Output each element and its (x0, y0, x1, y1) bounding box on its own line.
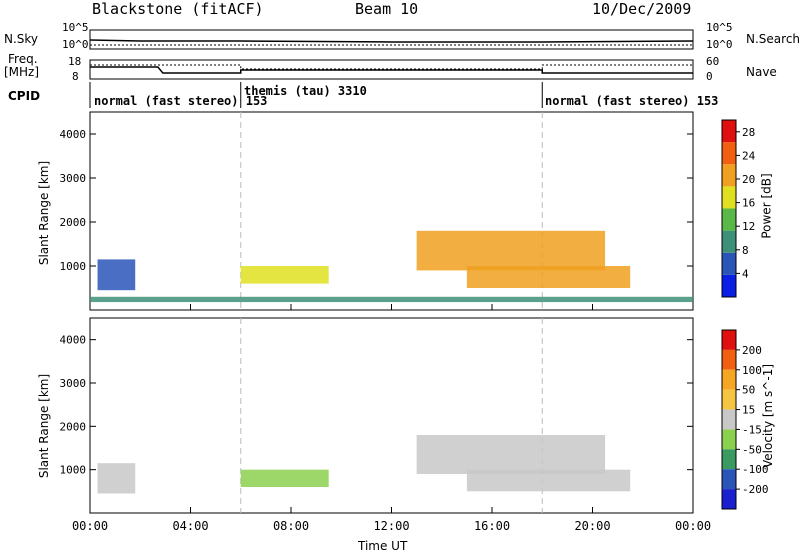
power-colorbar-swatch (722, 230, 736, 253)
cpid-segment-2: themis (tau) 3310 (244, 84, 367, 98)
nsky-strip-frame (89, 29, 694, 50)
velocity-colorbar-tick-label: 200 (742, 344, 762, 357)
velocity-colorbar-swatch (722, 409, 736, 430)
power-colorbar-tick-label: 20 (742, 173, 755, 186)
velocity-panel-ytick-label: 4000 (60, 334, 87, 347)
velocity-colorbar-tick-label: 15 (742, 404, 755, 417)
cpid-segment-1: normal (fast stereo) 153 (94, 94, 268, 108)
power-colorbar-swatch (722, 274, 736, 297)
nave-label: Nave (746, 65, 777, 79)
time-tick-label: 00:00 (72, 519, 108, 533)
velocity-colorbar-tick-label: -50 (742, 443, 762, 456)
nsky-tick-bottom: 10^0 (62, 38, 89, 51)
power-panel-ytick-label: 4000 (60, 128, 87, 141)
velocity-panel-region-0 (97, 463, 136, 494)
nsky-tick-top: 10^5 (62, 21, 89, 34)
power-colorbar-tick-label: 24 (742, 149, 756, 162)
nsearch-tick-top: 10^5 (706, 21, 733, 34)
time-axis-label: Time UT (358, 539, 408, 553)
time-tick-label: 20:00 (574, 519, 610, 533)
freq-label: Freq. (8, 52, 38, 66)
velocity-colorbar-swatch (722, 449, 736, 470)
power-colorbar-swatch (722, 120, 736, 143)
freq-unit-label: [MHz] (4, 65, 40, 79)
velocity-colorbar-swatch (722, 489, 736, 509)
nave-tick-top: 60 (706, 55, 720, 68)
power-colorbar-frame (721, 119, 737, 298)
power-colorbar-swatch (722, 208, 736, 231)
nsky-trace (89, 39, 694, 43)
freq-trace (90, 66, 693, 74)
velocity-panel-ytick-label: 2000 (60, 420, 87, 433)
power-colorbar-tick-label: 16 (742, 197, 755, 210)
velocity-colorbar-swatch (722, 369, 736, 390)
nsearch-tick-bottom: 10^0 (706, 38, 733, 51)
cpid-segment-3: normal (fast stereo) 153 (545, 94, 719, 108)
power-colorbar-swatch (722, 186, 736, 209)
power-colorbar-tick-label: 4 (742, 267, 749, 280)
time-tick-label: 16:00 (474, 519, 510, 533)
time-tick-label: 00:00 (675, 519, 711, 533)
freq-tick-top: 18 (68, 55, 82, 68)
date-title: 10/Dec/2009 (592, 0, 692, 18)
time-tick-label: 04:00 (172, 519, 208, 533)
velocity-colorbar-tick-label: -100 (742, 463, 769, 476)
power-colorbar-tick-label: 12 (742, 220, 755, 233)
velocity-panel-region-3 (466, 469, 631, 492)
nsky-label: N.Sky (4, 32, 39, 46)
power-colorbar-swatch (722, 252, 736, 275)
freq-strip-frame (89, 59, 694, 80)
time-tick-label: 08:00 (273, 519, 309, 533)
velocity-panel-ytick-label: 1000 (60, 464, 87, 477)
power-colorbar-tick-label: 8 (742, 244, 749, 257)
velocity-colorbar-tick-label: 50 (742, 384, 755, 397)
velocity-colorbar-swatch (722, 429, 736, 450)
power-colorbar-swatch (722, 164, 736, 187)
nsearch-label: N.Search (746, 32, 800, 46)
power-panel-region-0 (97, 259, 136, 291)
power-panel-ytick-label: 2000 (60, 216, 87, 229)
velocity-colorbar-swatch (722, 469, 736, 490)
velocity-colorbar-swatch (722, 330, 736, 350)
velocity-panel-region-2 (416, 435, 606, 474)
power-panel-ytick-label: 3000 (60, 172, 87, 185)
velocity-colorbar-tick-label: -200 (742, 483, 769, 496)
velocity-colorbar-frame (721, 329, 737, 510)
velocity-panel-region-1 (240, 469, 329, 487)
time-tick-label: 12:00 (373, 519, 409, 533)
velocity-colorbar-swatch (722, 389, 736, 410)
freq-tick-bottom: 8 (72, 70, 79, 83)
power-panel-ytick-label: 1000 (60, 260, 87, 273)
power-panel-region-1 (240, 266, 329, 284)
power-panel-region-3 (466, 266, 631, 288)
beam-title: Beam 10 (355, 0, 419, 18)
nave-trace (90, 64, 693, 70)
nave-tick-bottom: 0 (706, 70, 713, 83)
power-colorbar-tick-label: 28 (742, 126, 755, 139)
station-title: Blackstone (fitACF) (92, 0, 264, 18)
velocity-colorbar-tick-label: 100 (742, 364, 762, 377)
velocity-colorbar-swatch (722, 349, 736, 370)
cpid-label: CPID (8, 89, 41, 103)
velocity-panel-ytick-label: 3000 (60, 377, 87, 390)
power-panel-region-4 (90, 296, 693, 303)
power-colorbar-swatch (722, 142, 736, 165)
power-panel-region-2 (416, 230, 606, 271)
velocity-colorbar-tick-label: -15 (742, 423, 762, 436)
